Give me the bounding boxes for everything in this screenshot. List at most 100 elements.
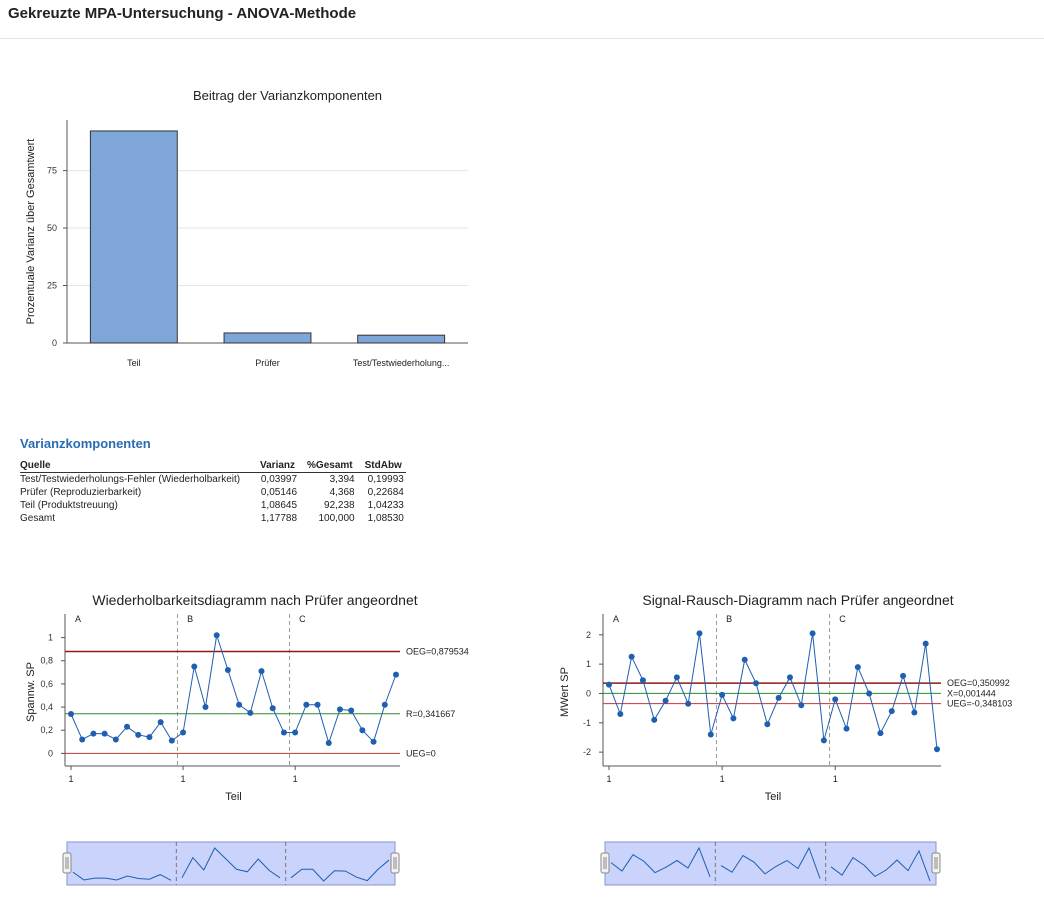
data-point [292, 729, 299, 736]
range-handle-left[interactable] [600, 852, 610, 874]
cell-varianz: 1,17788 [260, 513, 298, 524]
overview-window [604, 841, 937, 886]
data-point [280, 729, 287, 736]
range-handle-right[interactable] [390, 852, 400, 874]
lcl-label: UEG=0 [406, 748, 436, 758]
center-label: R=0,341667 [406, 709, 455, 719]
data-point [168, 737, 175, 744]
data-point [639, 677, 646, 684]
data-point [900, 672, 907, 679]
x-tick-label: Teil [127, 358, 141, 368]
signal-noise-chart: Signal-Rausch-Diagramm nach Prüfer angeo… [559, 592, 1012, 886]
variance-components-table: Quelle Varianz %Gesamt StdAbw Test/Testw… [20, 459, 406, 525]
y-tick-label: -2 [583, 747, 591, 757]
cell-source: Prüfer (Reproduzierbarkeit) [20, 487, 142, 498]
x-axis-label: Teil [225, 791, 242, 803]
x-tick-label: 1 [293, 774, 298, 784]
data-point [673, 674, 680, 681]
y-tick-label: 0 [586, 688, 591, 698]
x-tick-label: 1 [720, 774, 725, 784]
data-point [90, 730, 97, 737]
data-point [877, 730, 884, 737]
repeatability-chart: Wiederholbarkeitsdiagramm nach Prüfer an… [25, 592, 469, 886]
data-point [741, 656, 748, 663]
y-tick-label: 0,6 [40, 679, 53, 689]
lcl-label: UEG=-0,348103 [947, 699, 1012, 709]
cell-stdabw: 1,08530 [367, 513, 404, 524]
bar [223, 332, 312, 344]
group-label: C [299, 614, 306, 624]
cell-gesamt: 4,368 [329, 487, 355, 498]
x-tick-label: Prüfer [255, 358, 280, 368]
chart-title: Signal-Rausch-Diagramm nach Prüfer angeo… [642, 592, 953, 608]
data-point [786, 674, 793, 681]
overview-line [830, 849, 931, 882]
data-point [79, 736, 86, 743]
header-gesamt: %Gesamt [299, 459, 357, 473]
data-point [258, 668, 265, 675]
overview-line [181, 847, 281, 879]
x-tick-label: Test/Testwiederholung... [353, 358, 450, 368]
data-point [764, 721, 771, 728]
x-axis-label: Teil [765, 791, 782, 803]
data-point [707, 731, 714, 738]
y-tick-label: 75 [47, 166, 57, 176]
cell-gesamt: 100,000 [318, 513, 355, 524]
x-tick-label: 1 [833, 774, 838, 784]
data-point [180, 729, 187, 736]
data-point [359, 727, 366, 734]
series-line [608, 633, 938, 750]
data-point [911, 709, 918, 716]
data-point [135, 731, 142, 738]
data-point [832, 696, 839, 703]
data-point [101, 730, 108, 737]
y-tick-label: 0,2 [40, 725, 53, 735]
data-point [888, 708, 895, 715]
data-point [68, 711, 74, 717]
data-point [730, 715, 737, 722]
table-row: Gesamt 1,17788 100,000 1,08530 [20, 512, 406, 525]
y-tick-label: 0 [48, 748, 53, 758]
range-handle-left[interactable] [62, 852, 72, 874]
cell-source: Gesamt [20, 513, 56, 524]
variance-contribution-chart: Beitrag der Varianzkomponenten 0 25 50 75 Tei… [25, 88, 468, 368]
overview-line [290, 859, 390, 882]
chart-title: Beitrag der Varianzkomponenten [193, 88, 382, 103]
data-point [934, 746, 940, 753]
data-point [843, 725, 850, 732]
cell-varianz: 1,08645 [260, 500, 298, 511]
table-row: Prüfer (Reproduzierbarkeit) 0,05146 4,36… [20, 486, 406, 499]
data-point [112, 736, 119, 743]
data-point [719, 691, 726, 698]
data-point [247, 709, 254, 716]
y-axis-label: Prozentuale Varianz über Gesamtwert [25, 139, 37, 325]
data-point [348, 707, 355, 714]
cell-varianz: 0,05146 [260, 487, 298, 498]
bar [357, 334, 446, 344]
cell-stdabw: 1,04233 [367, 500, 404, 511]
variance-components-title: Varianzkomponenten [20, 436, 151, 451]
x-tick-label: 1 [181, 774, 186, 784]
overview-line [610, 846, 711, 878]
cell-stdabw: 0,19993 [367, 474, 404, 485]
data-point [146, 734, 153, 741]
data-point [809, 630, 816, 637]
y-tick-label: 1 [48, 633, 53, 643]
data-point [393, 671, 399, 678]
y-tick-label: 50 [47, 223, 57, 233]
y-tick-label: 0 [52, 338, 57, 348]
cell-gesamt: 92,238 [324, 500, 355, 511]
data-point [224, 667, 231, 673]
ucl-label: OEG=0,350992 [947, 678, 1010, 688]
y-tick-label: 2 [586, 630, 591, 640]
data-point [124, 723, 131, 730]
data-point [191, 663, 198, 670]
range-handle-right[interactable] [931, 852, 941, 874]
y-tick-label: 25 [47, 281, 57, 291]
data-point [922, 640, 929, 647]
cell-source: Test/Testwiederholungs-Fehler (Wiederhol… [20, 474, 241, 485]
data-point [157, 719, 164, 726]
data-point [381, 701, 388, 708]
title-divider [0, 38, 1044, 39]
data-point [336, 706, 343, 713]
